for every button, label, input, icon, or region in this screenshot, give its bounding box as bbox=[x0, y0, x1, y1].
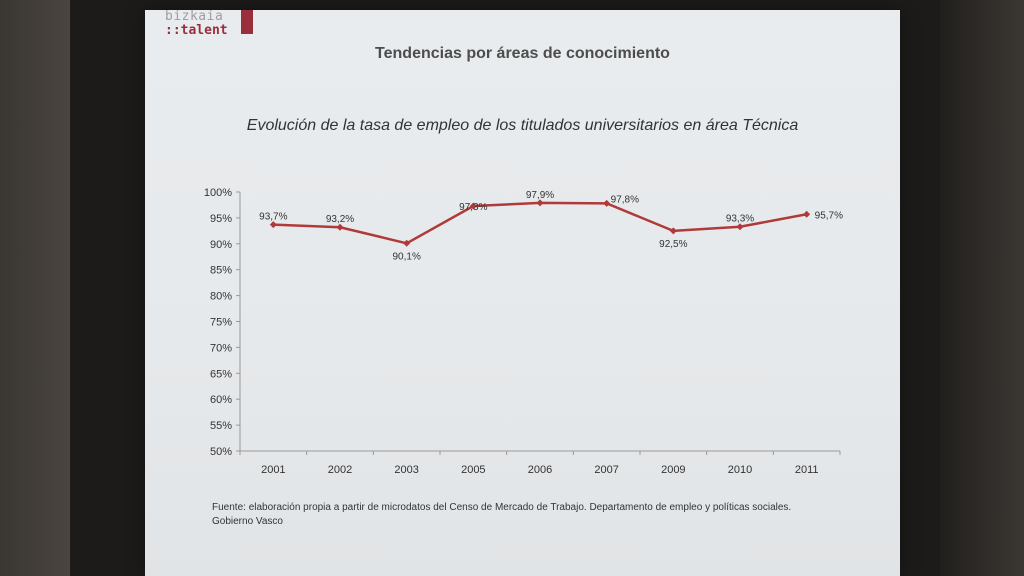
data-point bbox=[269, 221, 277, 229]
data-label: 93,7% bbox=[259, 212, 287, 223]
x-tick-label: 2010 bbox=[728, 464, 752, 476]
x-tick-label: 2001 bbox=[261, 464, 285, 476]
logo-line2: ::talent bbox=[165, 23, 228, 38]
x-tick-label: 2002 bbox=[328, 464, 352, 476]
data-point bbox=[803, 210, 811, 218]
source-note: Fuente: elaboración propia a partir de m… bbox=[212, 502, 792, 527]
data-label: 97,8% bbox=[611, 194, 639, 205]
logo-line1: bizkaia bbox=[165, 9, 224, 24]
x-tick-label: 2011 bbox=[795, 464, 819, 476]
y-tick-label: 50% bbox=[210, 446, 232, 458]
y-tick-label: 65% bbox=[210, 368, 232, 380]
data-label: 92,5% bbox=[659, 239, 687, 250]
bizkaia-talent-logo: bizkaia ::talent bbox=[165, 9, 253, 38]
y-tick-label: 80% bbox=[210, 291, 232, 303]
data-label: 93,3% bbox=[726, 214, 754, 225]
y-tick-label: 95% bbox=[210, 213, 232, 225]
wall-right bbox=[934, 0, 1024, 576]
wall-left bbox=[0, 0, 70, 576]
y-tick-label: 85% bbox=[210, 265, 232, 277]
data-point bbox=[403, 239, 411, 247]
employment-rate-line-chart: 100% 95% 90% 85% 80% 75% 70% 65% 60% 55% 50% 2001 20… bbox=[204, 187, 843, 476]
x-tick-label: 2006 bbox=[528, 464, 552, 476]
y-tick-label: 90% bbox=[210, 239, 232, 251]
y-tick-label: 70% bbox=[210, 342, 232, 354]
y-tick-label: 75% bbox=[210, 317, 232, 329]
data-point bbox=[536, 199, 544, 207]
data-point bbox=[603, 199, 611, 207]
data-label: 93,2% bbox=[326, 214, 354, 225]
slide-title: Tendencias por áreas de conocimiento bbox=[375, 45, 670, 62]
y-tick-label: 60% bbox=[210, 394, 232, 406]
x-tick-label: 2009 bbox=[661, 464, 685, 476]
y-tick-label: 100% bbox=[204, 187, 232, 199]
x-tick-label: 2007 bbox=[594, 464, 618, 476]
data-point bbox=[736, 223, 744, 231]
data-point bbox=[669, 227, 677, 235]
data-label: 97,3% bbox=[459, 202, 487, 213]
data-point bbox=[469, 202, 477, 210]
slide: bizkaia ::talent Tendencias por áreas de… bbox=[145, 10, 900, 576]
logo-mark-icon bbox=[241, 10, 253, 34]
y-tick-label: 55% bbox=[210, 420, 232, 432]
data-point bbox=[336, 223, 344, 231]
data-label: 97,9% bbox=[526, 190, 554, 201]
data-label: 90,1% bbox=[392, 251, 420, 262]
x-tick-label: 2003 bbox=[394, 464, 418, 476]
x-tick-label: 2005 bbox=[461, 464, 485, 476]
chart-title: Evolución de la tasa de empleo de los ti… bbox=[246, 117, 799, 134]
data-label: 95,7% bbox=[815, 210, 843, 221]
